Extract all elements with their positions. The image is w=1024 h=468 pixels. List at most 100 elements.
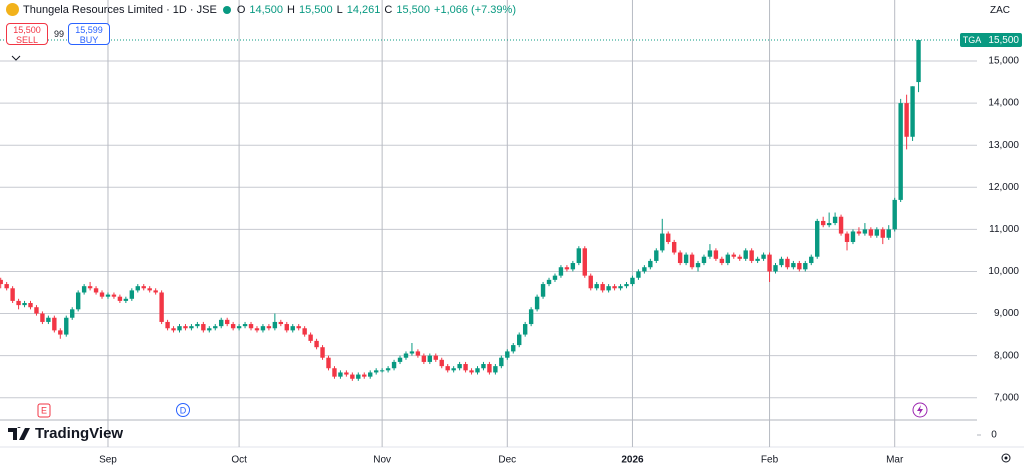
y-tick-label: 11,000 [989, 224, 1019, 235]
candle-body [624, 284, 629, 287]
candle-body [445, 366, 450, 371]
candle-body [189, 326, 194, 329]
settings-gear-center [1004, 456, 1008, 460]
symbol-logo [6, 3, 19, 16]
currency[interactable]: ZAC [990, 5, 1010, 16]
candle-body [272, 321, 278, 329]
candle-body [791, 263, 796, 268]
candle-body [880, 229, 885, 238]
volume-tick-label: 0 [991, 430, 997, 441]
candle-body [630, 277, 635, 285]
candle-body [815, 220, 820, 257]
watermark: TradingView [8, 425, 123, 442]
x-tick-label: Dec [498, 455, 516, 466]
candle-body [636, 271, 641, 278]
candle-body [761, 254, 766, 259]
candle-body [779, 258, 784, 266]
candle-body [713, 250, 719, 259]
candle-body [660, 233, 665, 251]
x-tick-label: Feb [761, 455, 779, 466]
candle-body [415, 351, 421, 356]
candle-body [34, 307, 39, 314]
high-value: 15,500 [298, 3, 333, 16]
candle-body [850, 231, 856, 242]
last-price-tag [960, 32, 1022, 47]
candle-body [123, 298, 129, 301]
y-tick-label: 9,000 [994, 308, 1019, 319]
candle-body [111, 294, 117, 297]
dividend-marker[interactable] [176, 403, 190, 417]
earnings-marker[interactable] [37, 403, 51, 418]
candle-body [75, 292, 81, 310]
candle-body [195, 324, 200, 327]
candle-body [886, 229, 891, 238]
open-label: O [236, 3, 246, 16]
candle-body [356, 374, 361, 379]
settings-gear[interactable] [1001, 453, 1011, 463]
candle-body [505, 351, 510, 358]
low-value: 14,261 [346, 3, 381, 16]
candle-body [320, 347, 325, 358]
candle-body [731, 254, 736, 257]
candle-body [99, 292, 105, 297]
symbol-title[interactable]: Thungela Resources Limited · 1D · JSE [23, 3, 217, 16]
candle-body [683, 254, 689, 264]
candle-body [856, 231, 862, 234]
candle-body [767, 254, 772, 272]
candle-body [743, 250, 748, 259]
candle-body [737, 256, 742, 259]
candle-body [725, 254, 731, 264]
candle-body [785, 258, 790, 268]
sell-button[interactable]: 15,500 SELL [6, 23, 48, 45]
candle-body [332, 368, 337, 377]
candle-body [368, 372, 373, 377]
candle-body [904, 103, 909, 137]
candle-body [832, 216, 838, 224]
candle-body [654, 250, 659, 261]
open-value: 14,500 [249, 3, 284, 16]
candle-body [826, 223, 832, 226]
buy-button[interactable]: 15,599 BUY [68, 23, 110, 45]
candle-body [558, 267, 564, 276]
candle-body [528, 309, 534, 325]
earnings-label: E [41, 405, 47, 415]
candle-body [183, 326, 188, 329]
candle-body [64, 317, 69, 335]
candle-body [671, 241, 677, 253]
candle-body [433, 355, 438, 360]
candle-body [695, 263, 701, 268]
candle-body [701, 256, 707, 264]
news-icon [917, 405, 923, 415]
candle-body [898, 103, 903, 200]
candle-body [552, 275, 558, 280]
candle-body [207, 328, 212, 331]
candle-body [803, 263, 808, 270]
sell-label: SELL [15, 35, 39, 45]
high-label: H [287, 3, 295, 16]
candle-body [362, 374, 367, 377]
candle-body [618, 286, 623, 289]
candle-body [820, 220, 826, 226]
candle-body [10, 288, 15, 301]
candle-body [773, 265, 778, 272]
candle-body [165, 321, 170, 329]
candle-body [302, 328, 307, 335]
settings-icon[interactable] [1001, 453, 1011, 463]
candle-body [594, 284, 599, 289]
dividend-label: D [180, 405, 187, 415]
y-tick-label: 13,000 [988, 140, 1019, 151]
y-tick-label: 10,000 [988, 266, 1019, 277]
candle-body [677, 252, 683, 264]
candle-body [892, 199, 897, 230]
candle-body [266, 326, 272, 329]
sell-price: 15,500 [13, 25, 41, 35]
candle-body [403, 353, 409, 358]
candle-body [707, 250, 713, 257]
candle-body [153, 290, 158, 293]
candle-body [499, 357, 504, 367]
candle-body [576, 248, 582, 264]
collapse-toggle[interactable] [9, 53, 23, 63]
candle-body [534, 296, 540, 310]
